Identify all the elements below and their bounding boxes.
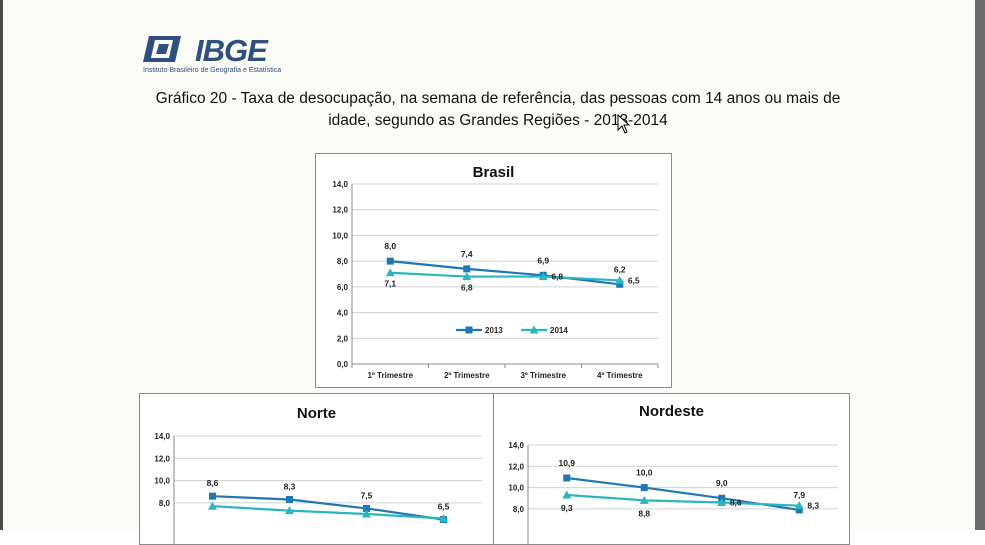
x-tick-label: 4º Trimestre bbox=[597, 371, 643, 380]
data-point-2013 bbox=[209, 492, 216, 500]
y-tick-label: 12,0 bbox=[508, 462, 524, 471]
series-line-2014 bbox=[566, 493, 800, 507]
logo-subtitle: Instituto Brasileiro de Geografia e Esta… bbox=[143, 67, 282, 74]
series-line-2014 bbox=[212, 505, 444, 520]
series-line-2013 bbox=[390, 260, 620, 286]
data-point-2013 bbox=[640, 484, 648, 492]
legend-label: 2013 bbox=[485, 326, 503, 335]
data-label: 6,2 bbox=[614, 264, 626, 274]
y-tick-label: 8,0 bbox=[513, 505, 525, 514]
title-line-1: Gráfico 20 - Taxa de desocupação, na sem… bbox=[155, 90, 841, 107]
chart-nordeste: Nordeste 8,0 10,0 12,0 14,0 10,9 10,0 9,0 7,9 9,3… bbox=[493, 393, 850, 545]
data-point-2014 bbox=[462, 272, 472, 281]
data-point-2013 bbox=[386, 257, 394, 265]
x-tick-label: 2º Trimestre bbox=[444, 371, 490, 380]
data-point-2013 bbox=[616, 280, 624, 288]
chart-norte: Norte 8,0 10,0 12,0 14,0 8,6 8,3 7,5 6,5 bbox=[139, 393, 494, 545]
ibge-logo: IBGE Instituto Brasileiro de Geografia e… bbox=[143, 32, 303, 82]
data-label: 7,9 bbox=[793, 490, 805, 500]
data-label: 10,0 bbox=[636, 468, 653, 478]
chart-brasil: Brasil 0,0 2,0 4,0 6,0 8,0 10,0 12,0 14,0 1º Trim… bbox=[315, 153, 672, 388]
page-title: Gráfico 20 - Taxa de desocupação, na sem… bbox=[138, 88, 858, 132]
data-label: 9,0 bbox=[716, 478, 728, 488]
ibge-logo-icon bbox=[143, 36, 181, 62]
data-point-2014 bbox=[385, 268, 395, 277]
data-label: 6,9 bbox=[537, 255, 549, 265]
data-label: 6,5 bbox=[628, 275, 640, 285]
data-point-2014 bbox=[439, 513, 448, 522]
data-point-2014 bbox=[285, 506, 294, 515]
y-tick-label: 6,0 bbox=[337, 283, 349, 292]
data-label: 6,8 bbox=[461, 283, 473, 293]
legend-marker bbox=[465, 326, 473, 334]
y-tick-label: 14,0 bbox=[154, 432, 170, 441]
data-point-2014 bbox=[717, 497, 727, 506]
chart-title: Norte bbox=[297, 405, 336, 422]
logo-text: IBGE bbox=[195, 33, 268, 68]
y-tick-label: 12,0 bbox=[332, 206, 348, 215]
mouse-cursor-icon bbox=[617, 113, 631, 139]
data-label: 8,3 bbox=[284, 482, 296, 492]
series-line-2014 bbox=[390, 271, 620, 282]
data-label: 8,3 bbox=[807, 501, 819, 511]
chart-svg: Nordeste 8,0 10,0 12,0 14,0 10,9 10,0 9,0 7,9 9,3… bbox=[508, 403, 838, 544]
data-label: 7,5 bbox=[361, 490, 373, 500]
data-point-2014 bbox=[362, 509, 371, 518]
x-tick-label: 1º Trimestre bbox=[367, 371, 413, 380]
data-label: 7,4 bbox=[461, 249, 473, 259]
data-label: 8,6 bbox=[207, 478, 219, 488]
data-point-2013 bbox=[795, 506, 803, 514]
y-tick-label: 10,0 bbox=[332, 231, 348, 240]
y-tick-label: 0,0 bbox=[337, 360, 349, 369]
y-tick-label: 10,0 bbox=[154, 477, 170, 486]
data-point-2014 bbox=[538, 272, 548, 281]
title-line-2: idade, segundo as Grandes Regiões - 2013… bbox=[328, 112, 668, 129]
chart-svg: Norte 8,0 10,0 12,0 14,0 8,6 8,3 7,5 6,5 bbox=[154, 405, 482, 544]
data-point-2014 bbox=[639, 495, 649, 504]
x-tick-label: 3º Trimestre bbox=[520, 371, 566, 380]
series-line-2013 bbox=[212, 495, 444, 521]
legend-marker bbox=[529, 325, 539, 334]
y-tick-label: 4,0 bbox=[337, 309, 349, 318]
data-label: 6,8 bbox=[551, 272, 563, 282]
data-label: 9,3 bbox=[561, 503, 573, 513]
data-point-2013 bbox=[463, 265, 471, 273]
chart-svg: Brasil 0,0 2,0 4,0 6,0 8,0 10,0 12,0 14,0 1º Trim… bbox=[332, 164, 659, 380]
data-point-2013 bbox=[563, 474, 571, 482]
data-label: 6,5 bbox=[438, 502, 450, 512]
data-point-2014 bbox=[208, 501, 217, 510]
data-point-2014 bbox=[794, 501, 804, 510]
chart-title: Brasil bbox=[473, 164, 515, 181]
chart-title: Nordeste bbox=[639, 403, 704, 420]
data-label: 8,8 bbox=[638, 508, 650, 518]
data-label: 8,0 bbox=[384, 241, 396, 251]
y-tick-label: 12,0 bbox=[154, 454, 170, 463]
data-point-2013 bbox=[286, 496, 293, 504]
y-tick-label: 14,0 bbox=[508, 441, 524, 450]
data-point-2013 bbox=[363, 504, 370, 512]
data-point-2014 bbox=[562, 490, 572, 499]
y-tick-label: 8,0 bbox=[159, 499, 171, 508]
data-point-2014 bbox=[615, 275, 625, 284]
y-tick-label: 14,0 bbox=[332, 180, 348, 189]
y-tick-label: 2,0 bbox=[337, 334, 349, 343]
data-label: 10,9 bbox=[558, 458, 575, 468]
y-tick-label: 8,0 bbox=[337, 257, 349, 266]
legend-label: 2014 bbox=[550, 326, 568, 335]
data-label: 7,1 bbox=[384, 279, 396, 289]
data-label: 8,6 bbox=[730, 497, 742, 507]
y-tick-label: 10,0 bbox=[508, 484, 524, 493]
